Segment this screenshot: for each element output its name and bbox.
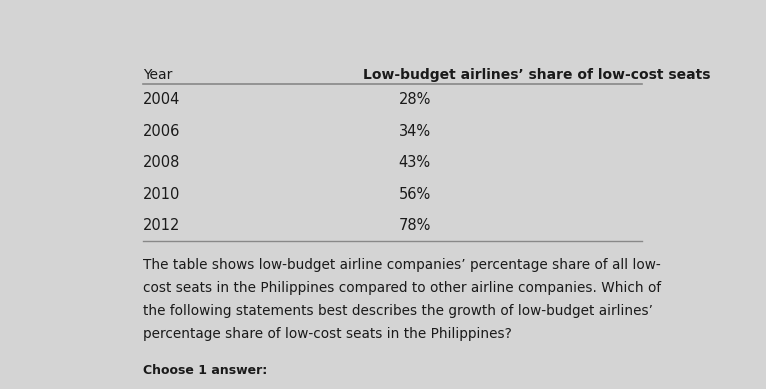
Text: 2012: 2012 <box>143 218 181 233</box>
Text: 43%: 43% <box>398 155 430 170</box>
Text: 34%: 34% <box>398 124 430 139</box>
Text: percentage share of low-cost seats in the Philippines?: percentage share of low-cost seats in th… <box>143 327 512 341</box>
Text: 78%: 78% <box>398 218 431 233</box>
Text: The table shows low-budget airline companies’ percentage share of all low-: The table shows low-budget airline compa… <box>143 258 661 272</box>
Text: 2010: 2010 <box>143 187 181 202</box>
Text: the following statements best describes the growth of low-budget airlines’: the following statements best describes … <box>143 304 653 318</box>
Text: 2004: 2004 <box>143 92 181 107</box>
Text: Low-budget airlines’ share of low-cost seats: Low-budget airlines’ share of low-cost s… <box>363 68 710 82</box>
Text: cost seats in the Philippines compared to other airline companies. Which of: cost seats in the Philippines compared t… <box>143 281 661 295</box>
Text: Year: Year <box>143 68 172 82</box>
Text: 28%: 28% <box>398 92 431 107</box>
Text: Choose 1 answer:: Choose 1 answer: <box>143 364 267 377</box>
Text: 2008: 2008 <box>143 155 181 170</box>
Text: 56%: 56% <box>398 187 430 202</box>
Text: 2006: 2006 <box>143 124 181 139</box>
